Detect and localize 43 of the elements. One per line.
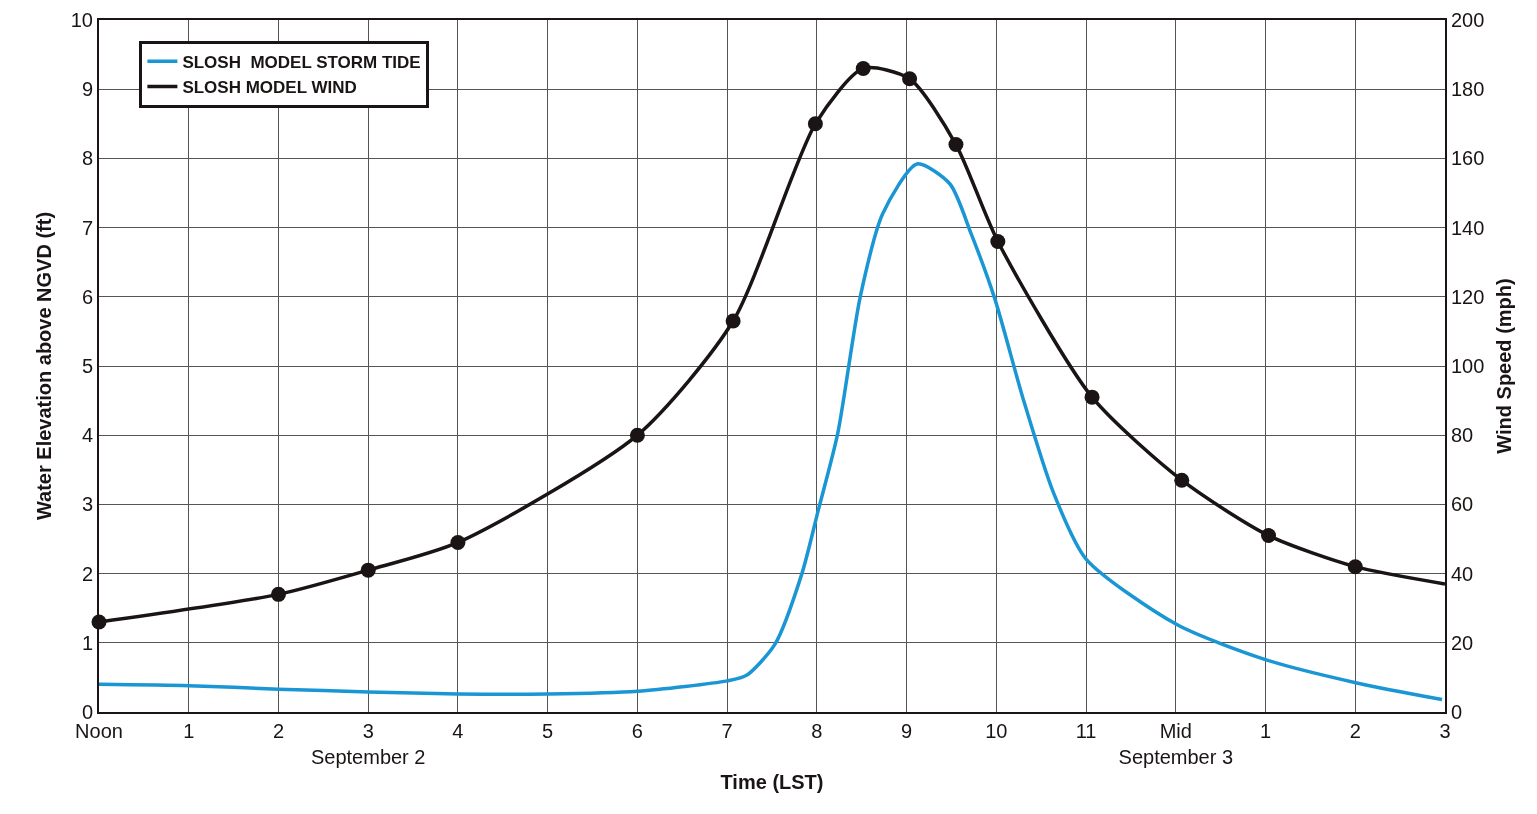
y-tick-label: 6 bbox=[81, 285, 93, 308]
y2-tick-label: 140 bbox=[1451, 216, 1485, 239]
legend-label: SLOSH MODEL STORM TIDE bbox=[182, 52, 421, 72]
x-tick-label: 4 bbox=[452, 720, 464, 742]
y-tick-label: 7 bbox=[81, 216, 93, 239]
x-tick-label: Mid September 3 bbox=[1118, 720, 1234, 768]
x-tick-label: 5 bbox=[542, 720, 554, 742]
y-tick-label: 9 bbox=[81, 78, 93, 101]
y-tick-label: 3 bbox=[81, 493, 93, 516]
x-tick-label: 9 bbox=[901, 720, 913, 742]
y2-tick-label: 120 bbox=[1451, 285, 1485, 308]
x-tick-label: 8 bbox=[811, 720, 823, 742]
x-tick-label: 3 September 2 bbox=[310, 720, 426, 768]
y2-tick-label: 180 bbox=[1451, 78, 1485, 101]
y-tick-label: 10 bbox=[70, 9, 93, 31]
y2-axis-title: Wind Speed (mph) bbox=[1493, 278, 1516, 454]
x-tick-label: 2 bbox=[272, 720, 285, 742]
y-tick-label: 0 bbox=[81, 701, 93, 723]
y2-tick-label: 80 bbox=[1451, 424, 1474, 447]
y2-tick-label: 60 bbox=[1451, 493, 1474, 516]
x-tick-label: 2 bbox=[1349, 720, 1361, 742]
y2-tick-label: 20 bbox=[1451, 631, 1474, 654]
y2-tick-label: 40 bbox=[1451, 562, 1474, 585]
x-tick-label: 1 bbox=[1259, 720, 1272, 742]
x-tick-label: Noon bbox=[75, 720, 123, 742]
x-tick-label: 6 bbox=[631, 720, 643, 742]
y-tick-label: 8 bbox=[81, 147, 93, 170]
y-axis-title: Water Elevation above NGVD (ft) bbox=[32, 211, 55, 521]
y2-tick-label: 200 bbox=[1451, 9, 1485, 31]
y2-tick-label: 0 bbox=[1451, 701, 1463, 723]
legend-label: SLOSH MODEL WIND bbox=[182, 78, 357, 98]
x-tick-label: 10 bbox=[985, 720, 1008, 742]
y-tick-label: 4 bbox=[81, 424, 93, 447]
y2-tick-label: 100 bbox=[1451, 355, 1485, 377]
x-tick-label: 7 bbox=[721, 720, 733, 742]
x-tick-label: 3 bbox=[1439, 720, 1451, 742]
x-tick-label: 11 bbox=[1075, 720, 1097, 742]
y-tick-label: 2 bbox=[81, 562, 93, 585]
x-tick-label: 1 bbox=[183, 720, 195, 742]
y-tick-label: 1 bbox=[81, 631, 93, 654]
y-tick-label: 5 bbox=[81, 355, 93, 377]
x-axis-title: Time (LST) bbox=[720, 771, 824, 793]
y2-tick-label: 160 bbox=[1451, 147, 1485, 170]
